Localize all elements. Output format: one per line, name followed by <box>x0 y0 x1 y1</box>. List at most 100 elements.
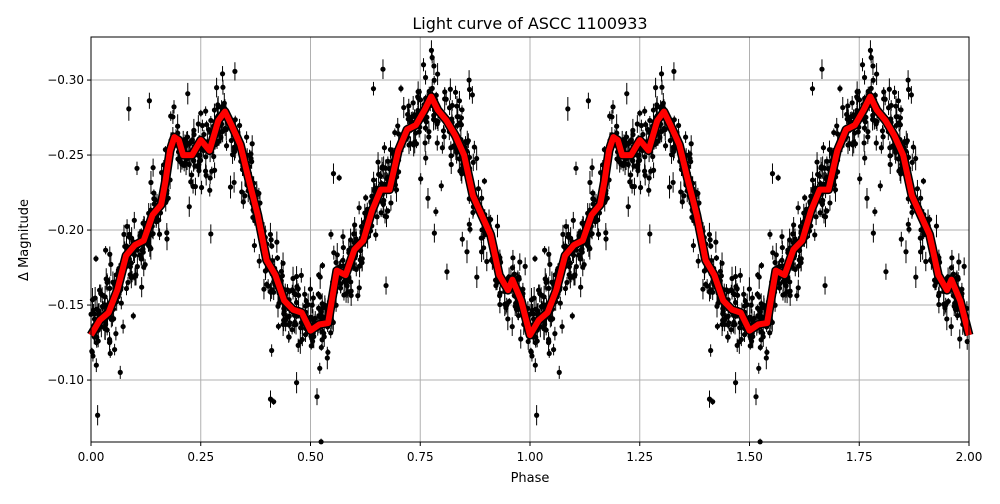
data-point <box>434 140 440 146</box>
data-point <box>164 236 170 242</box>
data-point <box>918 195 924 201</box>
data-point <box>954 312 961 319</box>
data-point <box>387 147 394 153</box>
data-point <box>688 141 694 147</box>
data-point <box>741 291 747 297</box>
data-point <box>798 256 804 262</box>
data-point <box>872 209 878 215</box>
data-point <box>756 314 762 320</box>
data-point <box>628 172 634 178</box>
data-point <box>141 264 147 270</box>
data-point <box>497 301 503 308</box>
data-point <box>961 263 967 269</box>
data-point <box>211 153 217 160</box>
data-point <box>565 106 571 112</box>
data-point <box>787 292 793 299</box>
data-point <box>827 200 833 206</box>
data-point <box>280 321 286 328</box>
data-point <box>845 103 851 109</box>
data-point <box>181 162 187 168</box>
data-point <box>178 159 184 165</box>
data-point <box>456 98 463 104</box>
data-point <box>647 231 653 237</box>
data-point <box>317 274 323 280</box>
data-point <box>340 257 346 263</box>
data-point <box>156 231 163 237</box>
y-tick-label: −0.15 <box>47 298 84 312</box>
data-point <box>773 252 779 258</box>
data-point <box>585 98 591 104</box>
data-point <box>725 334 731 340</box>
data-point <box>641 168 648 174</box>
data-point <box>515 312 522 319</box>
data-point <box>261 286 267 292</box>
data-point <box>756 274 762 280</box>
data-point <box>444 269 450 275</box>
data-point <box>736 339 742 345</box>
data-point <box>131 217 137 223</box>
data-point <box>772 259 778 266</box>
data-point <box>134 165 140 171</box>
data-point <box>425 195 431 201</box>
data-point <box>794 293 800 299</box>
data-point <box>211 107 218 113</box>
data-point <box>440 128 447 134</box>
data-point <box>546 338 552 344</box>
data-point <box>898 171 904 177</box>
data-point <box>809 86 816 92</box>
data-point <box>864 195 870 201</box>
data-point <box>644 126 651 133</box>
data-point <box>336 175 342 181</box>
data-point <box>464 140 470 146</box>
data-point <box>510 255 516 261</box>
data-point <box>787 279 793 285</box>
data-point <box>392 129 398 136</box>
data-point <box>667 137 673 144</box>
data-point <box>120 323 126 330</box>
data-point <box>757 344 763 351</box>
data-point <box>484 258 490 265</box>
data-point <box>93 339 100 346</box>
data-point <box>634 121 640 127</box>
data-point <box>352 222 358 228</box>
data-point <box>532 256 538 262</box>
data-point <box>542 247 548 253</box>
data-point <box>861 140 867 146</box>
data-point <box>695 258 701 264</box>
data-point <box>208 231 214 237</box>
data-point <box>654 102 660 108</box>
data-point <box>882 96 888 102</box>
data-point <box>370 86 377 92</box>
data-point <box>728 287 734 293</box>
data-point <box>732 380 739 386</box>
data-point <box>886 86 892 92</box>
data-point <box>363 195 369 201</box>
data-point <box>293 273 300 280</box>
x-tick-label: 1.00 <box>517 450 544 464</box>
data-point <box>107 338 113 344</box>
data-point <box>579 220 585 226</box>
x-tick-label: 0.25 <box>187 450 214 464</box>
data-point <box>111 316 117 322</box>
data-point <box>281 311 287 317</box>
data-point <box>262 268 269 274</box>
data-point <box>467 226 473 232</box>
data-point <box>407 141 414 147</box>
data-point <box>373 232 379 238</box>
data-point <box>537 290 543 297</box>
data-point <box>840 104 846 111</box>
x-axis-label: Phase <box>511 471 550 486</box>
data-point <box>653 85 659 91</box>
data-point <box>767 330 773 336</box>
data-point <box>708 287 714 293</box>
data-point <box>867 47 874 53</box>
data-point <box>340 244 346 251</box>
data-point <box>748 338 755 344</box>
data-point <box>642 108 648 114</box>
data-point <box>824 158 830 164</box>
data-point <box>668 152 675 158</box>
data-point <box>614 123 620 129</box>
data-point <box>175 123 181 129</box>
data-point <box>93 256 99 262</box>
data-point <box>148 179 154 186</box>
